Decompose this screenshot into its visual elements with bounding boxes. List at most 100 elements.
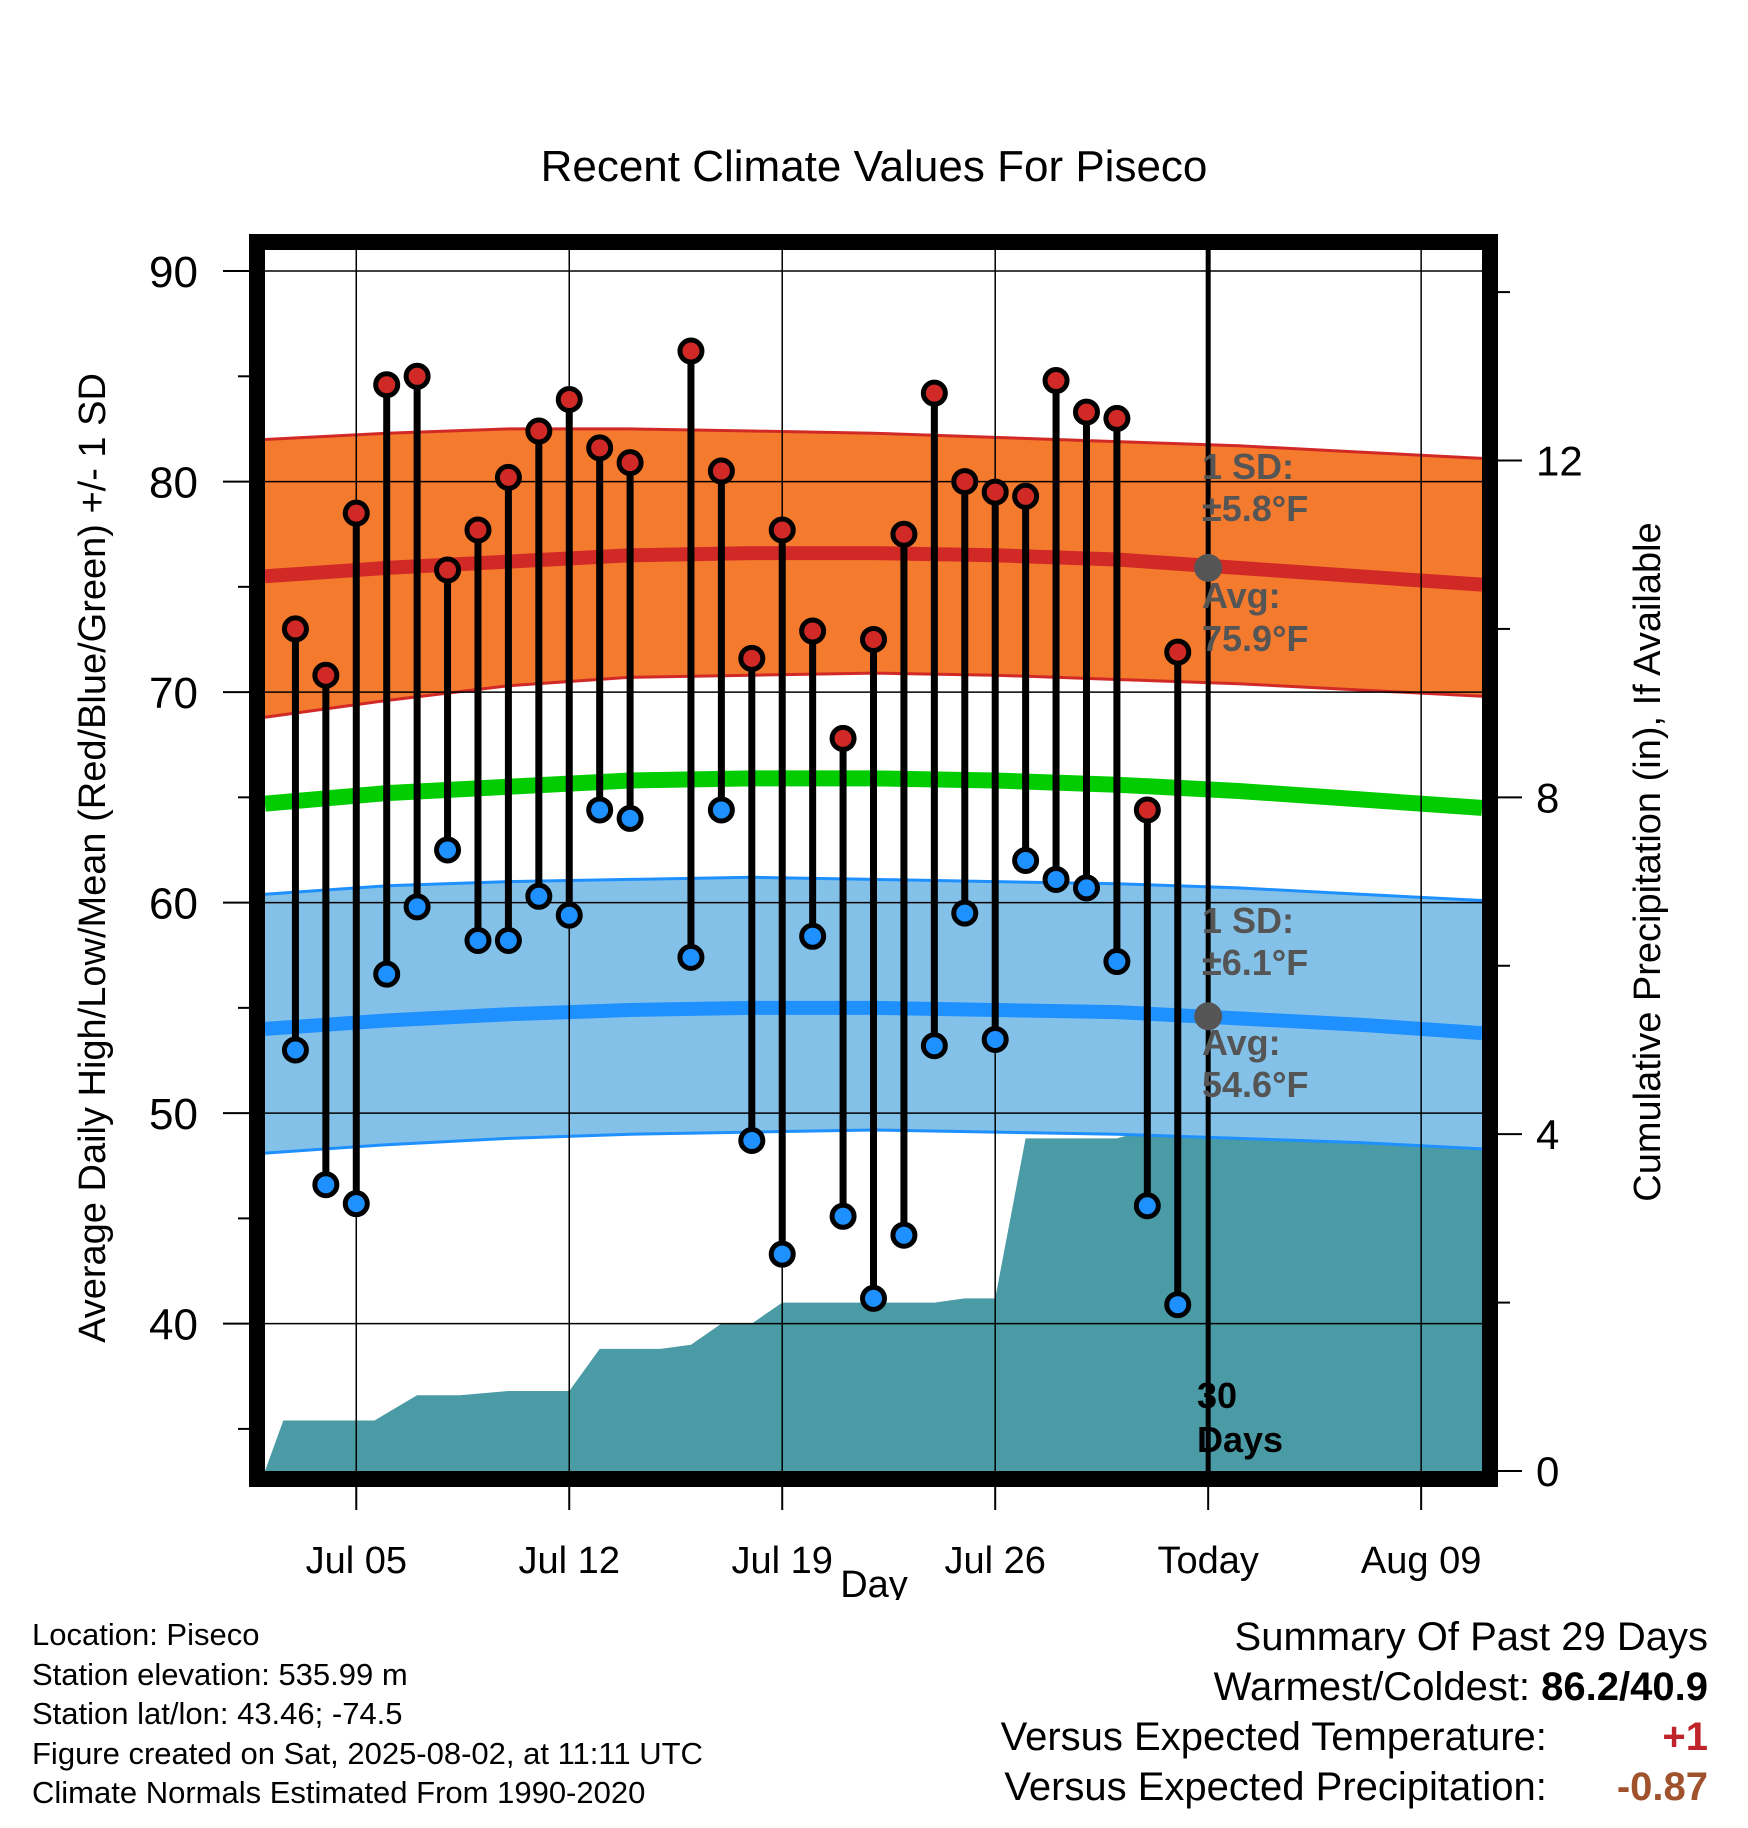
- daily-low-point: [829, 1202, 857, 1230]
- daily-low-point: [981, 1025, 1009, 1053]
- daily-high-point: [1103, 404, 1131, 432]
- daily-low-point: [281, 1036, 309, 1064]
- x-tick-label: Today: [1157, 1540, 1258, 1582]
- normal-high-line: [265, 546, 1482, 592]
- low-sd-value: ±6.1°F: [1202, 942, 1308, 983]
- precip-value: -0.87: [1616, 1765, 1708, 1809]
- high-sd-value: ±5.8°F: [1202, 488, 1308, 529]
- high-avg-marker: [1194, 553, 1223, 582]
- daily-low-point: [616, 804, 644, 832]
- daily-high-point: [738, 644, 766, 672]
- y-tick-label: 40: [149, 1301, 198, 1350]
- daily-high-point: [860, 625, 887, 653]
- daily-high-point: [920, 379, 948, 407]
- x-tick-label: Jul 12: [519, 1540, 620, 1582]
- daily-high-point: [799, 617, 827, 645]
- daily-low-point: [860, 1284, 887, 1312]
- daily-high-point: [434, 556, 462, 584]
- y-tick-label: 80: [149, 459, 198, 508]
- x-tick-label: Jul 26: [944, 1540, 1045, 1582]
- daily-low-point: [707, 796, 735, 824]
- y2-axis-label: Cumulative Precipitation (in), If Availa…: [1627, 522, 1669, 1201]
- daily-low-point: [799, 922, 827, 950]
- daily-low-point: [312, 1171, 340, 1199]
- daily-high-point: [829, 724, 857, 752]
- daily-low-point: [1164, 1291, 1192, 1319]
- daily-high-point: [464, 516, 492, 544]
- y2-tick-label: 4: [1536, 1111, 1559, 1158]
- daily-high-point: [1133, 796, 1161, 824]
- daily-low-point: [951, 899, 979, 927]
- location-text: Location: Piseco: [32, 1617, 260, 1652]
- daily-low-point: [1072, 874, 1100, 902]
- summary-panel: Summary Of Past 29 Days Warmest/Coldest:…: [1001, 1612, 1708, 1812]
- daily-high-point: [1072, 398, 1100, 426]
- daily-low-point: [677, 943, 705, 971]
- climate-chart: Recent Climate Values For Piseco 4050607…: [72, 142, 1669, 1600]
- daily-high-point: [951, 468, 979, 496]
- window-number: 30: [1197, 1375, 1237, 1416]
- daily-high-point: [981, 478, 1009, 506]
- warmest-value: 86.2/40.9: [1541, 1665, 1708, 1709]
- daily-high-point: [1164, 638, 1192, 666]
- x-tick-label: Aug 09: [1361, 1540, 1481, 1582]
- elevation-text: Station elevation: 535.99 m: [32, 1656, 408, 1692]
- daily-high-point: [616, 449, 644, 477]
- daily-low-point: [1133, 1192, 1161, 1220]
- summary-heading: Summary Of Past 29 Days: [1234, 1615, 1708, 1659]
- daily-low-point: [555, 901, 583, 929]
- temp-label: Versus Expected Temperature:: [1000, 1715, 1547, 1759]
- daily-low-point: [890, 1221, 918, 1249]
- y-tick-label: 90: [149, 248, 198, 297]
- normal-high-upper-line: [265, 427, 1482, 460]
- low-sd-label: 1 SD:: [1202, 900, 1294, 941]
- daily-high-point: [525, 417, 553, 445]
- daily-high-point: [677, 337, 705, 365]
- low-avg-label: Avg:: [1202, 1022, 1281, 1063]
- daily-high-point: [312, 661, 340, 689]
- daily-high-point: [373, 371, 401, 399]
- high-avg-label: Avg:: [1202, 575, 1281, 616]
- window-unit: Days: [1197, 1419, 1283, 1460]
- daily-low-point: [1103, 948, 1131, 976]
- daily-high-point: [768, 516, 796, 544]
- high-avg-value: 75.9°F: [1202, 618, 1308, 659]
- summary-warmest-row: Warmest/Coldest: 86.2/40.9: [1001, 1662, 1708, 1712]
- daily-low-point: [403, 893, 431, 921]
- normals-text: Climate Normals Estimated From 1990-2020: [32, 1775, 646, 1810]
- daily-high-point: [281, 615, 309, 643]
- low-avg-marker: [1194, 1002, 1223, 1031]
- daily-low-point: [434, 836, 462, 864]
- temp-value: +1: [1662, 1715, 1708, 1759]
- daily-low-point: [738, 1126, 766, 1154]
- daily-high-point: [494, 463, 522, 491]
- daily-low-point: [768, 1240, 796, 1268]
- x-axis-label: Day: [840, 1564, 908, 1600]
- summary-temp-row: Versus Expected Temperature: +1: [1001, 1712, 1708, 1762]
- daily-low-point: [494, 926, 522, 954]
- plot-frame: [249, 234, 1498, 1487]
- daily-low-point: [586, 796, 614, 824]
- y-tick-label: 70: [149, 669, 198, 718]
- created-text: Figure created on Sat, 2025-08-02, at 11…: [32, 1735, 703, 1771]
- latlon-text: Station lat/lon: 43.46; -74.5: [32, 1696, 403, 1731]
- chart-title: Recent Climate Values For Piseco: [541, 142, 1208, 191]
- y2-tick-label: 0: [1536, 1448, 1559, 1495]
- y-axis-label: Average Daily High/Low/Mean (Red/Blue/Gr…: [72, 373, 114, 1343]
- daily-low-point: [342, 1190, 370, 1218]
- precip-label: Versus Expected Precipitation:: [1004, 1765, 1547, 1809]
- high-sd-label: 1 SD:: [1202, 446, 1294, 487]
- daily-high-point: [1042, 367, 1070, 395]
- x-tick-label: Jul 05: [306, 1540, 407, 1582]
- daily-high-point: [1012, 482, 1040, 510]
- daily-low-point: [1012, 847, 1040, 874]
- daily-high-point: [707, 457, 735, 485]
- y2-tick-label: 8: [1536, 774, 1559, 821]
- summary-precip-row: Versus Expected Precipitation: -0.87: [1001, 1762, 1708, 1812]
- x-tick-label: Jul 19: [732, 1540, 833, 1582]
- daily-low-point: [373, 960, 401, 988]
- daily-high-point: [586, 434, 614, 462]
- y-tick-label: 50: [149, 1090, 198, 1139]
- low-avg-value: 54.6°F: [1202, 1064, 1308, 1105]
- station-info: Location: Piseco Station elevation: 535.…: [32, 1615, 703, 1813]
